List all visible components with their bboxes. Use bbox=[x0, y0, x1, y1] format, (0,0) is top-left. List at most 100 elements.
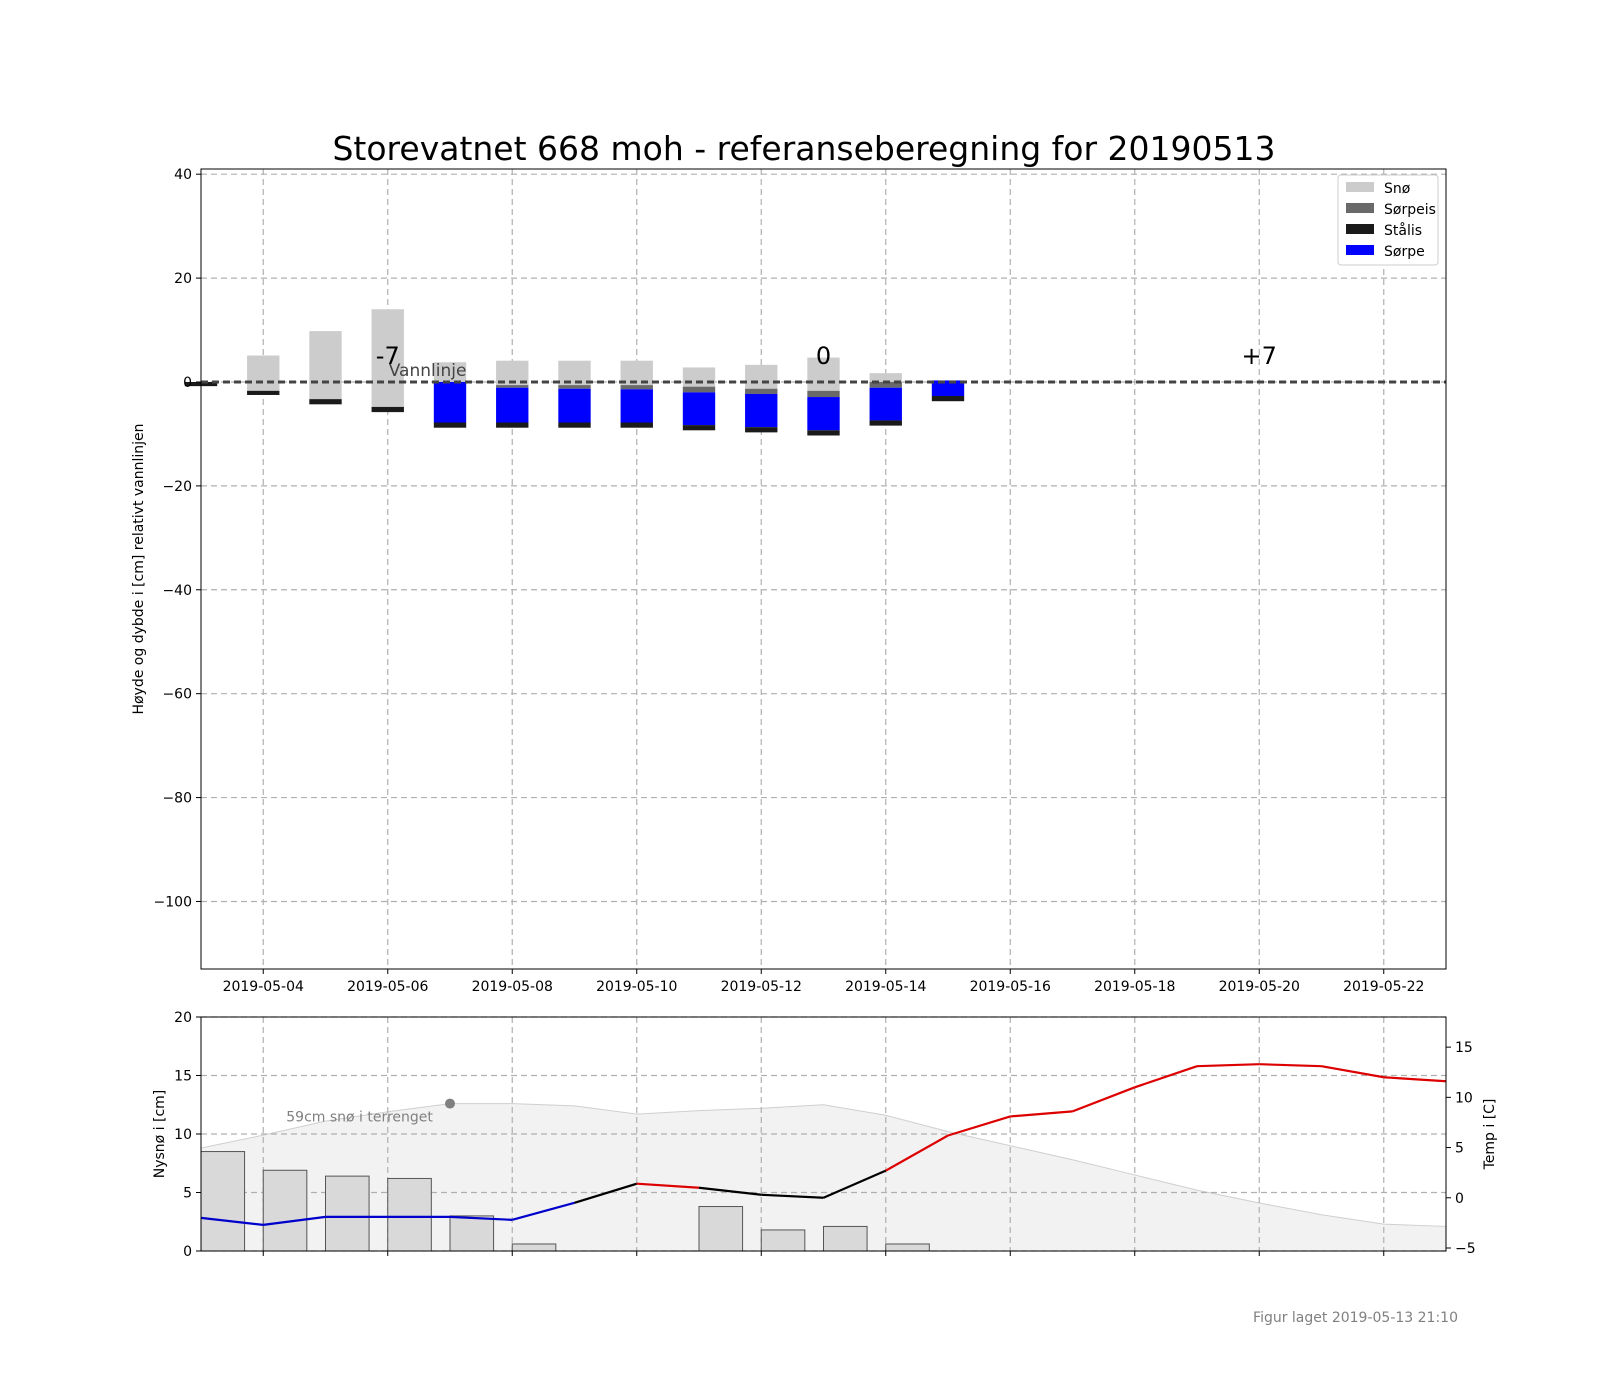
top-y-tick-label: −60 bbox=[162, 687, 192, 703]
bar-sorpe bbox=[558, 388, 591, 423]
bottom-y-tick-label: 15 bbox=[174, 1069, 192, 1085]
temperature-segment bbox=[1072, 1086, 1136, 1113]
temperature-segment bbox=[1259, 1063, 1322, 1068]
temperature-y-tick-label: 0 bbox=[1455, 1191, 1464, 1207]
legend-swatch bbox=[1346, 203, 1374, 213]
top-x-tick-label: 2019-05-04 bbox=[223, 979, 304, 995]
new-snow-bar bbox=[760, 1229, 806, 1252]
bar-sno bbox=[371, 309, 404, 407]
bottom-y-tick-label: 10 bbox=[174, 1127, 192, 1143]
legend-label: Sørpe bbox=[1384, 244, 1425, 260]
bar-sno bbox=[869, 373, 902, 382]
bar-stalis bbox=[807, 430, 840, 436]
temperature-y-tick-label: 15 bbox=[1455, 1040, 1473, 1056]
bar-sno bbox=[745, 364, 778, 389]
top-x-tick-label: 2019-05-12 bbox=[721, 979, 802, 995]
top-x-tick-label: 2019-05-10 bbox=[596, 979, 677, 995]
new-snow-bar bbox=[449, 1215, 495, 1252]
temperature-segment bbox=[511, 1201, 575, 1221]
top-y-tick-label: 40 bbox=[174, 167, 192, 183]
new-snow-bar bbox=[511, 1243, 557, 1252]
top-y-tick-label: −80 bbox=[162, 791, 192, 807]
legend-swatch bbox=[1346, 245, 1374, 255]
bar-sorpe bbox=[496, 387, 529, 423]
new-snow-bar bbox=[200, 1151, 246, 1252]
legend-swatch bbox=[1346, 182, 1374, 192]
temperature-line bbox=[200, 1063, 1447, 1226]
new-snow-bar bbox=[698, 1206, 744, 1252]
top-x-tick-label: 2019-05-08 bbox=[472, 979, 553, 995]
top-y-axis-label: Høyde og dybde i [cm] relativt vannlinje… bbox=[131, 423, 147, 714]
bar-stalis bbox=[433, 422, 467, 428]
temperature-axis-label: Temp i [C] bbox=[1482, 1099, 1498, 1171]
bar-sno bbox=[807, 357, 840, 391]
temperature-segment bbox=[823, 1169, 887, 1199]
top-y-tick-label: −20 bbox=[162, 479, 192, 495]
temperature-segment bbox=[761, 1193, 824, 1199]
top-x-tick-label: 2019-05-22 bbox=[1343, 979, 1424, 995]
temperature-segment bbox=[947, 1115, 1011, 1137]
terrain-snow-marker bbox=[445, 1098, 455, 1109]
bar-stalis bbox=[309, 399, 342, 405]
top-plot-frame bbox=[200, 168, 1447, 970]
figure-timestamp: Figur laget 2019-05-13 21:10 bbox=[1253, 1310, 1458, 1326]
top-y-tick-label: −40 bbox=[162, 583, 192, 599]
new-snow-bar bbox=[823, 1225, 868, 1252]
temperature-segment bbox=[200, 1216, 264, 1226]
bar-sorpe bbox=[620, 389, 653, 423]
bar-sorpeis bbox=[745, 388, 778, 394]
bottom-y-tick-label: 0 bbox=[183, 1244, 192, 1260]
bar-sno bbox=[247, 355, 280, 391]
temperature-segment bbox=[263, 1215, 326, 1226]
bar-stalis bbox=[869, 420, 902, 426]
top-y-tick-label: 0 bbox=[183, 375, 192, 391]
bar-stalis bbox=[931, 396, 965, 402]
bar-sorpeis bbox=[558, 385, 591, 389]
bar-sorpe bbox=[433, 381, 467, 423]
terrain-snow-label: 59cm snø i terrenget bbox=[286, 1110, 433, 1126]
bar-sno bbox=[682, 367, 716, 387]
bar-stalis bbox=[620, 422, 653, 428]
top-plot-background bbox=[201, 169, 1446, 969]
bar-stalis bbox=[745, 427, 778, 433]
new-snow-bar bbox=[325, 1175, 370, 1252]
temperature-segment bbox=[449, 1215, 513, 1221]
bar-sorpeis bbox=[620, 385, 653, 390]
bar-sorpeis bbox=[807, 390, 840, 398]
top-y-tick-label: −100 bbox=[154, 894, 192, 910]
temperature-y-ticks: −5 0 5 10 15 bbox=[1446, 1040, 1476, 1257]
bar-sno bbox=[309, 331, 342, 400]
bottom-y-tick-label: 20 bbox=[174, 1010, 192, 1026]
bar-stalis bbox=[682, 425, 716, 431]
new-snow-bar bbox=[387, 1177, 432, 1252]
new-snow-bar bbox=[262, 1169, 308, 1252]
bottom-y-axis-label: Nysnø i [cm] bbox=[152, 1090, 168, 1179]
legend-swatch bbox=[1346, 224, 1374, 234]
temperature-y-tick-label: −5 bbox=[1455, 1241, 1476, 1257]
chart-title: Storevatnet 668 moh - referanseberegning… bbox=[332, 129, 1275, 168]
temperature-segment bbox=[636, 1182, 700, 1189]
weather-panel: 59cm snø i terrenget 0 5 10 15 20 −5 0 5 10 15 N… bbox=[152, 1010, 1498, 1260]
ice-layers-panel: Vannlinje -7 0 +7 40 20 0 −20 −40 −60 −80 −100 20… bbox=[131, 167, 1447, 995]
temperature-segment bbox=[1383, 1076, 1447, 1083]
legend-label: Stålis bbox=[1384, 222, 1422, 239]
bar-sorpe bbox=[869, 387, 902, 421]
day-marker: 0 bbox=[816, 342, 831, 370]
bottom-y-tick-label: 5 bbox=[183, 1186, 192, 1202]
bottom-x-ticks bbox=[262, 1251, 1385, 1256]
day-marker: +7 bbox=[1242, 342, 1277, 370]
bar-sorpeis bbox=[496, 385, 529, 388]
bar-sorpeis bbox=[869, 381, 902, 388]
bar-stalis bbox=[247, 390, 280, 395]
bar-sorpe bbox=[807, 397, 840, 431]
top-x-ticks: 2019-05-04 2019-05-06 2019-05-08 2019-05-10… bbox=[223, 969, 1424, 995]
legend-label: Snø bbox=[1384, 181, 1411, 197]
legend-label: Sørpeis bbox=[1384, 202, 1436, 218]
temperature-segment bbox=[1134, 1065, 1198, 1089]
temperature-segment bbox=[1010, 1110, 1073, 1118]
temperature-y-tick-label: 10 bbox=[1455, 1090, 1473, 1106]
top-x-tick-label: 2019-05-18 bbox=[1094, 979, 1175, 995]
temperature-segment bbox=[885, 1134, 949, 1172]
legend: Snø Sørpeis Stålis Sørpe bbox=[1337, 174, 1439, 266]
